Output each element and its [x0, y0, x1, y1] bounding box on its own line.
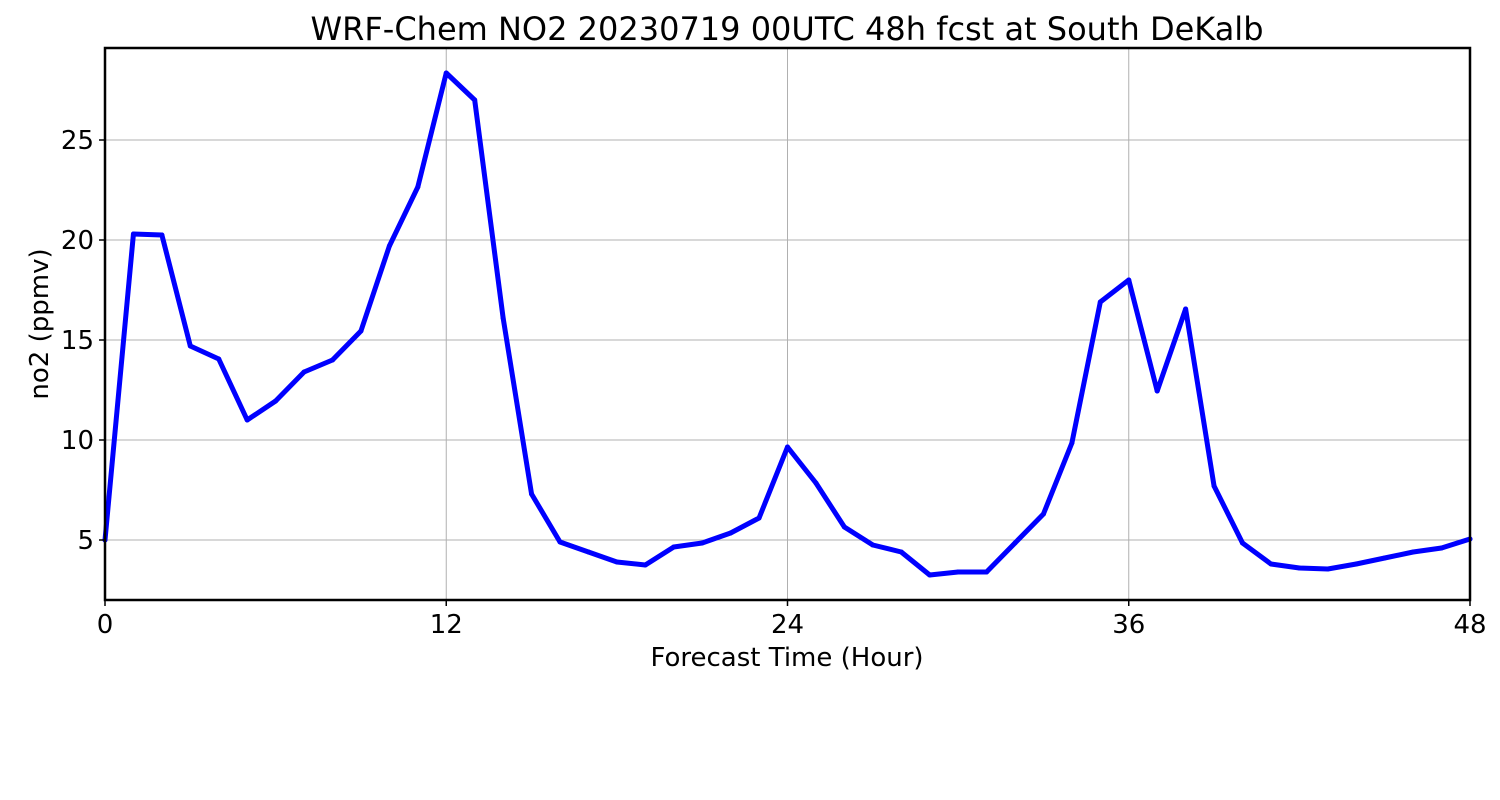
- no2-data-point: [1325, 566, 1331, 572]
- no2-data-point: [273, 398, 279, 404]
- x-tick-label: 24: [771, 610, 804, 640]
- no2-data-point: [1439, 545, 1445, 551]
- no2-data-point: [1268, 561, 1274, 567]
- y-tick-label: 15: [61, 326, 94, 356]
- no2-data-point: [1353, 561, 1359, 567]
- no2-data-point: [955, 569, 961, 575]
- no2-data-point: [984, 569, 990, 575]
- no2-data-point: [1410, 549, 1416, 555]
- no2-data-point: [1040, 511, 1046, 517]
- no2-data-point: [1296, 565, 1302, 571]
- x-tick-label: 36: [1112, 610, 1145, 640]
- no2-data-point: [699, 540, 705, 546]
- no2-data-point: [1097, 299, 1103, 305]
- no2-data-point: [585, 549, 591, 555]
- no2-data-point: [529, 491, 535, 497]
- no2-data-point: [870, 542, 876, 548]
- no2-data-point: [330, 357, 335, 363]
- no2-data-point: [386, 243, 392, 249]
- no2-data-point: [1069, 440, 1075, 446]
- y-axis-label: no2 (ppmv): [25, 248, 55, 399]
- no2-data-point: [216, 356, 222, 362]
- no2-data-point: [443, 70, 449, 76]
- no2-data-point: [1240, 540, 1245, 546]
- no2-data-point: [1211, 483, 1217, 489]
- no2-data-point: [130, 231, 136, 237]
- no2-data-point: [728, 530, 734, 536]
- no2-data-point: [472, 97, 478, 103]
- no2-data-point: [358, 328, 364, 334]
- x-tick-label: 48: [1453, 610, 1486, 640]
- no2-data-point: [898, 549, 904, 555]
- no2-data-point: [415, 184, 421, 190]
- x-tick-label: 12: [430, 610, 463, 640]
- no2-data-point: [1126, 277, 1132, 283]
- no2-data-point: [642, 562, 648, 568]
- grid-lines: [104, 48, 1471, 600]
- no2-data-point: [671, 544, 677, 550]
- y-tick-label: 5: [77, 526, 94, 556]
- no2-data-point: [500, 315, 506, 321]
- y-tick-label: 20: [61, 226, 94, 256]
- y-tick-label: 10: [61, 426, 94, 456]
- no2-data-point: [1183, 306, 1189, 312]
- no2-data-point: [1012, 540, 1018, 546]
- no2-data-point: [244, 417, 250, 423]
- no2-data-point: [813, 480, 819, 486]
- x-axis-label: Forecast Time (Hour): [650, 643, 923, 673]
- y-tick-label: 25: [61, 126, 94, 156]
- no2-data-point: [614, 559, 620, 565]
- no2-data-point: [557, 539, 563, 545]
- no2-data-point: [785, 444, 790, 450]
- no2-data-point: [756, 515, 762, 521]
- axis-ticks: 0 12 24 36 48 5 10 15 20 25: [61, 126, 1487, 640]
- chart-title: WRF-Chem NO2 20230719 00UTC 48h fcst at …: [311, 10, 1264, 48]
- no2-data-point: [927, 572, 933, 578]
- no2-data-point: [1154, 388, 1160, 394]
- no2-data-point: [841, 524, 847, 530]
- no2-data-point: [159, 232, 165, 238]
- x-tick-label: 0: [97, 610, 114, 640]
- no2-data-point: [301, 369, 307, 375]
- no2-data-point: [1382, 555, 1388, 561]
- no2-data-point: [187, 343, 193, 349]
